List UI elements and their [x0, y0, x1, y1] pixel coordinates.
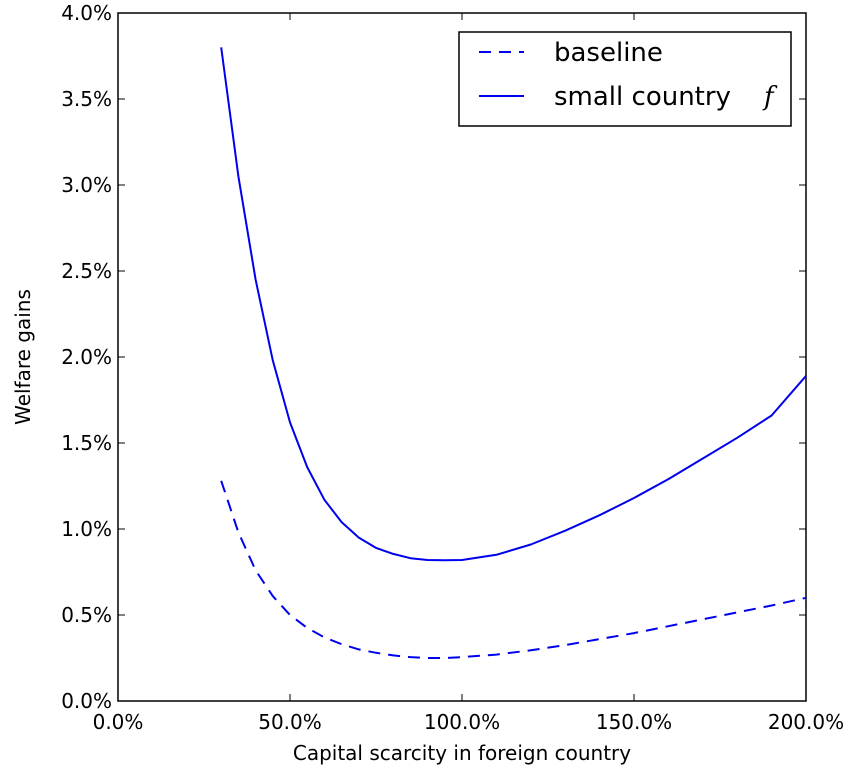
x-axis-label: Capital scarcity in foreign country: [293, 741, 631, 765]
x-tick-label: 0.0%: [93, 710, 144, 734]
y-axis-label: Welfare gains: [11, 289, 35, 425]
x-tick-labels: 0.0% 50.0% 100.0% 150.0% 200.0%: [93, 710, 845, 734]
legend-box: [458, 31, 792, 127]
y-tick-label: 1.0%: [61, 517, 112, 541]
y-tick-label: 3.5%: [61, 87, 112, 111]
y-tick-label: 4.0%: [61, 1, 112, 25]
x-tick-label: 50.0%: [258, 710, 322, 734]
y-tick-label: 0.5%: [61, 603, 112, 627]
legend-label-small-country: small country: [554, 82, 731, 112]
y-tick-label: 2.0%: [61, 345, 112, 369]
series-line-small-country: [220, 47, 807, 562]
y-tick-labels: 0.0% 0.5% 1.0% 1.5% 2.0% 2.5% 3.0% 3.5% 4.0%: [61, 1, 112, 713]
series-line-baseline: [220, 480, 807, 659]
series-layer: [220, 47, 807, 659]
y-tick-label: 0.0%: [61, 689, 112, 713]
x-tick-label: 150.0%: [596, 710, 672, 734]
y-tick-label: 1.5%: [61, 431, 112, 455]
x-tick-label: 100.0%: [424, 710, 500, 734]
legend-label-baseline: baseline: [554, 38, 663, 68]
x-tick-label: 200.0%: [768, 710, 844, 734]
y-tick-label: 3.0%: [61, 173, 112, 197]
y-tick-label: 2.5%: [61, 259, 112, 283]
tick-marks: [117, 12, 807, 702]
legend: baseline small country f: [458, 31, 792, 127]
